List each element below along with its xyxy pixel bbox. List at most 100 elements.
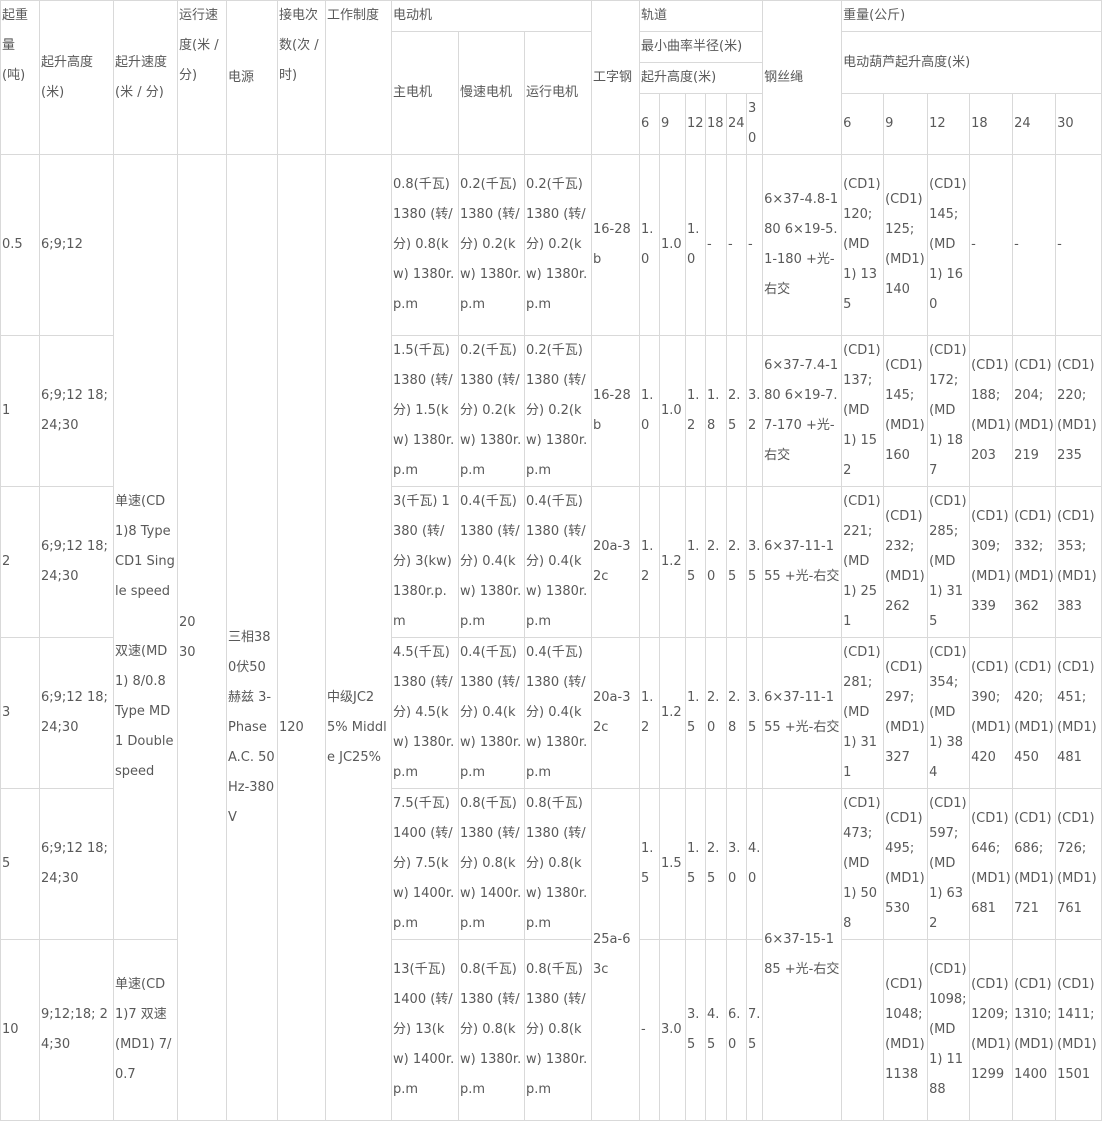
header-weight-lift-height: 电动葫芦起升高度(米) — [841, 31, 1103, 94]
travel-speed-cell: 30 — [177, 637, 227, 1121]
capacity-cell: 10 — [0, 939, 40, 1121]
rope-cell: 6×37-11-155 +光-右交 — [762, 486, 843, 638]
header-motor: 电动机 — [390, 0, 593, 32]
radius-cell: 3.2 — [746, 335, 764, 487]
lift-height-cell: 6;9;12 18;24;30 — [39, 637, 114, 789]
header-duty: 工作制度 — [325, 0, 392, 155]
table-row: 10 9;12;18; 24;30 单速(CD1)7 双速(MD1) 7/0.7… — [0, 939, 1103, 1121]
radius-cell: 2.5 — [726, 335, 748, 487]
run-motor-cell: 0.8(千瓦) 1380 (转/分) 0.8(kw) 1380r.p.m — [523, 788, 593, 940]
switching-cell: 120 — [277, 335, 326, 1121]
weight-cell: (CD1) 221; (MD1) 251 — [841, 486, 885, 638]
lift-height-cell: 6;9;12 18;24;30 — [39, 335, 114, 487]
weight-cell: (CD1) 204; (MD1) 219 — [1012, 335, 1057, 487]
weight-height-9: 9 — [883, 93, 929, 155]
main-motor-cell: 13(千瓦) 1400 (转/分) 13(kw) 1400r.p.m — [391, 939, 459, 1121]
weight-cell: (CD1) 125; (MD1) 140 — [883, 154, 929, 336]
radius-cell: 1.5 — [659, 788, 687, 940]
header-lift-speed: 起升速度(米 / 分) — [113, 0, 178, 155]
header-track: 轨道 — [639, 0, 764, 32]
weight-cell: (CD1) 145; (MD1) 160 — [883, 335, 929, 487]
lift-speed-empty-cell — [113, 154, 178, 336]
header-capacity: 起重量(吨) — [0, 0, 40, 155]
weight-cell: - — [969, 154, 1014, 336]
radius-cell: 3.5 — [746, 486, 764, 638]
radius-cell: 3.0 — [726, 788, 748, 940]
weight-cell: - — [1012, 154, 1057, 336]
table-row: 5 6;9;12 18;24;30 7.5(千瓦) 1400 (转/分) 7.5… — [0, 788, 1103, 1121]
weight-cell: (CD1) 188; (MD1) 203 — [969, 335, 1014, 487]
main-motor-cell: 3(千瓦) 1380 (转/分) 3(kw) 1380r.p.m — [391, 486, 459, 638]
ibeam-cell: 16-28b — [591, 335, 641, 487]
header-switching: 接电次数(次 / 时) — [277, 0, 326, 155]
radius-cell: - — [726, 154, 748, 336]
radius-cell: 1.0 — [639, 335, 661, 487]
weight-cell: (CD1) 1411; (MD1) 1501 — [1055, 939, 1103, 1121]
track-height-6: 6 — [639, 93, 661, 155]
weight-cell: (CD1) 232; (MD1) 262 — [883, 486, 929, 638]
track-height-9: 9 — [659, 93, 687, 155]
ibeam-cell: 20a-32c — [591, 486, 641, 638]
table-row: 2 6;9;12 18;24;30 3(千瓦) 1380 (转/分) 3(kw)… — [0, 486, 1103, 638]
weight-cell: (CD1) 597; (MD1) 632 — [927, 788, 971, 940]
radius-cell: 6.0 — [726, 939, 748, 1121]
lift-height-cell: 9;12;18; 24;30 — [39, 939, 114, 1121]
ibeam-cell: 20a-32c — [591, 637, 641, 789]
table-row: 0.5 6;9;12 0.8(千瓦) 1380 (转/分) 0.8(kw) 13… — [0, 154, 1103, 336]
header-rope: 钢丝绳 — [762, 0, 843, 155]
weight-cell: (CD1) 495; (MD1) 530 — [883, 788, 929, 940]
weight-cell: (CD1) 451; (MD1) 481 — [1055, 637, 1103, 789]
weight-cell: - — [1055, 154, 1103, 336]
capacity-cell: 2 — [0, 486, 40, 638]
run-motor-cell: 0.2(千瓦) 1380 (转/分) 0.2(kw) 1380r.p.m — [523, 154, 593, 336]
rope-cell: 6×37-15-185 +光-右交 — [762, 788, 843, 1121]
weight-cell: (CD1) 145; (MD1) 160 — [927, 154, 971, 336]
header-travel-speed: 运行速度(米 / 分) — [177, 0, 227, 155]
radius-cell: 3.5 — [685, 939, 707, 1121]
run-motor-cell: 0.4(千瓦) 1380 (转/分) 0.4(kw) 1380r.p.m — [523, 637, 593, 789]
weight-cell: (CD1) 353; (MD1) 383 — [1055, 486, 1103, 638]
header-ibeam: 工字钢 — [591, 0, 641, 155]
radius-cell: 1.8 — [705, 335, 728, 487]
lift-speed-cell: 单速(CD1)8 Type CD1 Single speed 双速(MD1) 8… — [113, 335, 178, 940]
main-motor-cell: 7.5(千瓦) 1400 (转/分) 7.5(kw) 1400r.p.m — [391, 788, 459, 940]
ibeam-cell: 25a-63c — [591, 788, 641, 1121]
slow-motor-cell: 0.2(千瓦) 1380 (转/分) 0.2(kw) 1380r.p.m — [458, 335, 525, 487]
radius-cell: 1.2 — [639, 486, 661, 638]
weight-cell: (CD1) 420; (MD1) 450 — [1012, 637, 1057, 789]
capacity-cell: 0.5 — [0, 154, 40, 336]
radius-cell: 2.0 — [705, 486, 728, 638]
header-slow-motor: 慢速电机 — [458, 31, 525, 155]
radius-cell: 7.5 — [746, 939, 764, 1121]
power-cell: 三相380伏50赫兹 3-Phase A.C. 50Hz-380V — [226, 335, 278, 1121]
header-run-motor: 运行电机 — [523, 31, 593, 155]
weight-cell: (CD1) 332; (MD1) 362 — [1012, 486, 1057, 638]
radius-cell: - — [705, 154, 728, 336]
radius-cell: 1.5 — [685, 788, 707, 940]
weight-height-30: 30 — [1055, 93, 1103, 155]
header-min-radius: 最小曲率半径(米) — [639, 31, 764, 63]
weight-cell: (CD1) 726; (MD1) 761 — [1055, 788, 1103, 940]
main-motor-cell: 0.8(千瓦) 1380 (转/分) 0.8(kw) 1380r.p.m — [391, 154, 459, 336]
radius-cell: 1.2 — [639, 637, 661, 789]
weight-cell — [841, 939, 885, 1121]
travel-speed-cell: 20 — [177, 335, 227, 638]
weight-cell: (CD1) 1098; (MD1) 1188 — [927, 939, 971, 1121]
weight-height-6: 6 — [841, 93, 885, 155]
capacity-cell: 3 — [0, 637, 40, 789]
radius-cell: 1.0 — [659, 154, 687, 336]
track-height-30: 30 — [746, 93, 764, 155]
rope-cell: 6×37-7.4-180 6×19-7.7-170 +光-右交 — [762, 335, 843, 487]
weight-cell: (CD1) 309; (MD1) 339 — [969, 486, 1014, 638]
capacity-cell: 5 — [0, 788, 40, 940]
duty-cell: 中级JC25% Middle JC25% — [325, 335, 392, 1121]
switching-empty-cell — [277, 154, 326, 336]
weight-cell: (CD1) 120; (MD1) 135 — [841, 154, 885, 336]
radius-cell: - — [639, 939, 661, 1121]
travel-speed-empty-cell — [177, 154, 227, 336]
weight-cell: (CD1) 1048; (MD1) 1138 — [883, 939, 929, 1121]
slow-motor-cell: 0.2(千瓦) 1380 (转/分) 0.2(kw) 1380r.p.m — [458, 154, 525, 336]
weight-cell: (CD1) 686; (MD1) 721 — [1012, 788, 1057, 940]
weight-cell: (CD1) 390; (MD1) 420 — [969, 637, 1014, 789]
